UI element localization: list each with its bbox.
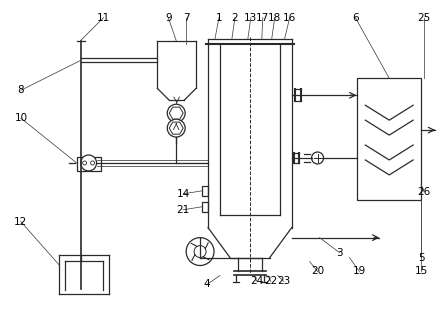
Text: 2: 2 xyxy=(232,13,238,23)
Text: 9: 9 xyxy=(165,13,171,23)
Text: 13: 13 xyxy=(244,13,257,23)
Text: 5: 5 xyxy=(418,252,424,263)
Text: 19: 19 xyxy=(353,266,366,277)
Text: 12: 12 xyxy=(14,217,27,227)
Text: 20: 20 xyxy=(311,266,324,277)
Text: 4: 4 xyxy=(204,279,210,290)
Circle shape xyxy=(167,104,185,122)
Circle shape xyxy=(311,152,323,164)
Text: 7: 7 xyxy=(183,13,190,23)
Circle shape xyxy=(194,246,206,257)
Text: 23: 23 xyxy=(277,277,290,286)
Text: 25: 25 xyxy=(417,13,431,23)
Text: 11: 11 xyxy=(97,13,110,23)
Text: 24: 24 xyxy=(250,277,264,286)
Polygon shape xyxy=(169,122,183,134)
Circle shape xyxy=(186,238,214,265)
Text: 17: 17 xyxy=(256,13,269,23)
Circle shape xyxy=(83,161,87,165)
Bar xyxy=(202,202,208,212)
Text: 6: 6 xyxy=(352,13,359,23)
Text: 26: 26 xyxy=(417,187,431,197)
Text: 18: 18 xyxy=(268,13,281,23)
Circle shape xyxy=(90,161,94,165)
Circle shape xyxy=(167,119,185,137)
Text: 10: 10 xyxy=(14,113,27,123)
Circle shape xyxy=(81,155,97,171)
Bar xyxy=(202,186,208,196)
Text: 3: 3 xyxy=(336,248,343,258)
Text: 22: 22 xyxy=(264,277,277,286)
Text: 14: 14 xyxy=(177,189,190,199)
Bar xyxy=(358,78,421,200)
Text: 15: 15 xyxy=(415,266,428,277)
Text: 1: 1 xyxy=(216,13,222,23)
Text: 16: 16 xyxy=(283,13,296,23)
Polygon shape xyxy=(169,107,183,119)
Text: 8: 8 xyxy=(18,85,24,95)
Bar xyxy=(77,157,101,171)
Text: 21: 21 xyxy=(177,205,190,215)
